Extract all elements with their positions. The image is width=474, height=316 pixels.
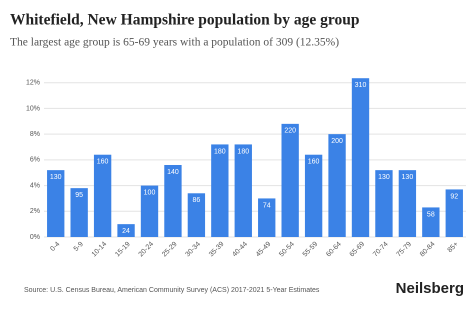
bar xyxy=(234,144,252,237)
data-label: 180 xyxy=(237,148,249,155)
x-tick-label: 60-64 xyxy=(325,241,343,259)
x-tick-label: 15-19 xyxy=(114,241,132,259)
bar xyxy=(70,188,88,237)
x-tick-label: 80-84 xyxy=(419,241,437,259)
x-tick-label: 0-4 xyxy=(49,241,61,253)
x-tick-label: 35-39 xyxy=(208,241,226,259)
x-tick-label: 30-34 xyxy=(184,241,202,259)
x-tick-label: 50-54 xyxy=(278,241,296,259)
data-label: 92 xyxy=(450,193,458,200)
chart-title: Whitefield, New Hampshire population by … xyxy=(10,12,360,29)
data-label: 100 xyxy=(144,189,156,196)
data-label: 86 xyxy=(192,197,200,204)
bar xyxy=(211,144,229,237)
bar xyxy=(328,134,346,237)
data-label: 140 xyxy=(167,169,179,176)
data-label: 58 xyxy=(427,211,435,218)
x-tick-label: 45-49 xyxy=(255,241,273,259)
data-label: 310 xyxy=(355,82,367,89)
bar xyxy=(187,193,206,237)
data-label: 200 xyxy=(331,138,343,145)
data-label: 130 xyxy=(50,174,62,181)
data-label: 74 xyxy=(263,202,271,209)
y-tick-label: 2% xyxy=(30,208,40,215)
bar xyxy=(351,78,370,237)
chart-subtitle: The largest age group is 65-69 years wit… xyxy=(10,37,339,49)
bar xyxy=(445,189,463,237)
y-tick-label: 0% xyxy=(30,234,40,241)
y-tick-label: 4% xyxy=(30,182,40,189)
y-tick-label: 12% xyxy=(26,80,40,87)
data-label: 160 xyxy=(308,159,320,166)
x-tick-label: 55-59 xyxy=(302,241,320,259)
data-label: 130 xyxy=(378,174,390,181)
y-tick-label: 8% xyxy=(30,131,40,138)
bar xyxy=(258,198,276,237)
bar xyxy=(140,185,159,237)
x-tick-label: 5-9 xyxy=(73,241,85,253)
bar xyxy=(281,123,299,237)
x-tick-label: 85+ xyxy=(447,241,460,254)
data-label: 24 xyxy=(122,228,130,235)
bar xyxy=(93,154,112,237)
x-tick-label: 70-74 xyxy=(372,241,390,259)
data-label: 220 xyxy=(284,128,296,135)
source-note: Source: U.S. Census Bureau, American Com… xyxy=(24,287,320,294)
brand-logo: Neilsberg xyxy=(396,280,464,297)
bar xyxy=(422,207,440,237)
bar xyxy=(304,154,323,237)
bar xyxy=(47,170,65,237)
y-tick-label: 6% xyxy=(30,157,40,164)
bar xyxy=(164,165,182,237)
y-tick-label: 10% xyxy=(26,105,40,112)
x-tick-label: 65-69 xyxy=(349,241,367,259)
bar xyxy=(398,170,417,237)
data-label: 180 xyxy=(214,148,226,155)
data-label: 160 xyxy=(97,159,109,166)
x-tick-label: 20-24 xyxy=(138,241,156,259)
x-tick-label: 10-14 xyxy=(91,241,109,259)
x-tick-label: 75-79 xyxy=(395,241,413,259)
bar xyxy=(375,170,393,237)
x-tick-label: 40-44 xyxy=(231,241,249,259)
bar xyxy=(117,224,135,237)
x-tick-label: 25-29 xyxy=(161,241,179,259)
data-label: 130 xyxy=(402,174,414,181)
data-label: 95 xyxy=(75,192,83,199)
